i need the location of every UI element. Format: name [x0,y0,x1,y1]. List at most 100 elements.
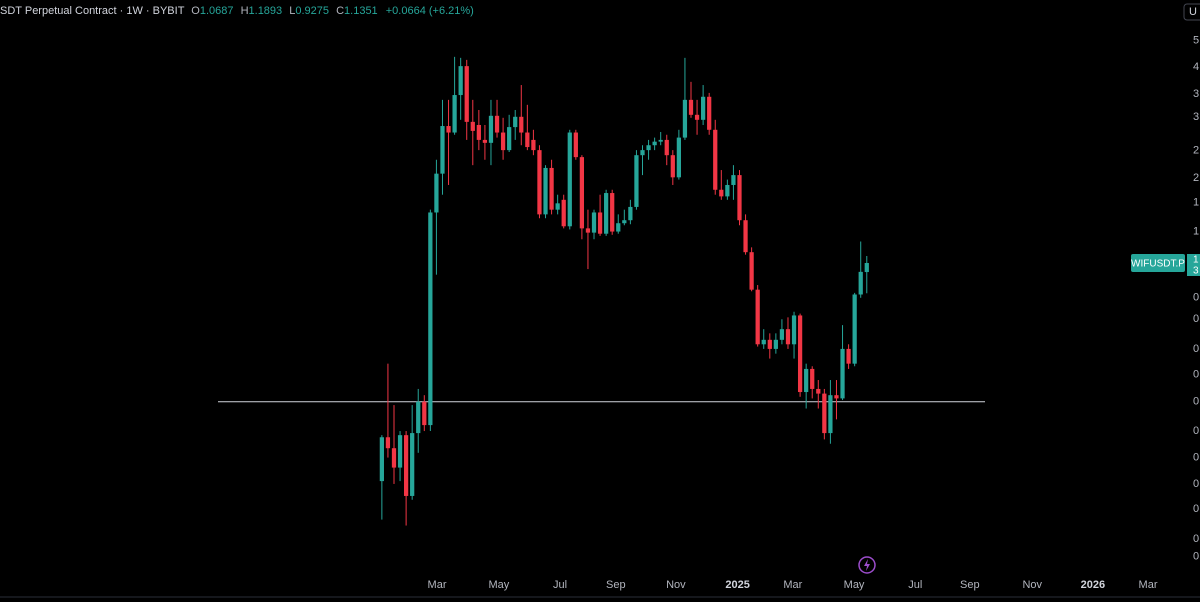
x-tick-label: Jul [553,579,567,591]
candle-body [519,116,524,133]
candle-body [579,157,585,229]
y-tick-label: 0 [1193,343,1199,355]
y-tick-label: 0 [1193,478,1199,490]
candle-body [604,193,609,234]
price-tag-box [1131,253,1185,272]
ohlc-label: H [240,5,249,17]
candle-body [646,145,651,151]
candle-body [779,329,785,340]
candle-body [628,206,633,221]
candle-body [597,212,603,234]
candle-body [494,115,500,133]
price-tag-price: 1 [1193,255,1199,266]
ohlc-label: O [191,5,200,17]
y-tick-label: 0 [1193,533,1199,545]
candle-body [858,271,863,295]
candle-body [452,95,457,133]
candle-body [549,167,554,210]
candle-body [616,223,621,232]
x-tick-label: Mar [1139,579,1158,591]
y-tick-label: 0 [1193,368,1199,380]
candle-body [507,127,512,151]
icon-bolt [864,559,870,571]
y-tick-label: 0 [1193,396,1199,408]
x-tick-label: Nov [1022,579,1042,591]
candle-body [610,193,615,232]
legend-header: SDT Perpetual Contract · 1W · BYBIT O1.0… [0,5,474,17]
candle-body [416,401,421,434]
candle-body [446,126,451,133]
x-tick-label: Mar [783,579,802,591]
candle-body [791,315,797,345]
candle-body [810,368,815,389]
candle-body [561,199,566,227]
candle-body [658,139,663,142]
candle-body [664,139,669,156]
candle-body [500,132,506,151]
x-tick-label: 2026 [1081,579,1105,591]
icon-ring [858,556,876,574]
candle-body [767,339,772,349]
candle-body [804,368,809,393]
candle-body [391,448,397,468]
candle-body [725,184,730,197]
candle-body [785,329,791,345]
candle-body [797,315,803,393]
candle-body [755,289,760,345]
y-tick-label: 0 [1193,551,1199,563]
candle-body [555,203,560,210]
candle-body [834,395,839,399]
x-tick-label: 2025 [725,579,749,591]
currency-button[interactable]: U [1183,3,1200,21]
ohlc-value: 1.1351 [344,5,378,17]
candle-body [410,433,415,496]
candle-body [434,173,439,213]
candle-body [852,294,857,364]
candle-body [688,99,694,115]
candle-body [379,437,384,482]
candle-body [713,129,718,190]
x-tick-label: Jul [908,579,922,591]
y-tick-label: 2 [1193,172,1199,184]
candle-body [567,132,572,227]
candle-body [470,121,475,131]
candle-body [828,395,833,434]
currency-button-box [1183,3,1200,21]
candle-body [670,155,675,178]
ohlc-value: 1.1893 [248,5,283,17]
price-tag-countdown: 3 [1193,266,1199,277]
candle-body [822,393,827,434]
candle-body [700,96,706,120]
shortcut-icon[interactable] [858,556,876,574]
candle-body [707,96,712,130]
candle-body [737,175,742,221]
candle-body [743,220,748,253]
y-tick-label: 0 [1193,292,1199,304]
candle-body [458,66,463,96]
candle-body [385,437,391,449]
ohlc-value: 0.9275 [295,5,330,17]
y-tick-label: 3 [1193,111,1199,123]
x-tick-label: Sep [960,579,980,591]
y-tick-label: 3 [1193,88,1199,100]
candle-body [440,126,445,174]
x-tick-label: Mar [428,579,447,591]
y-tick-label: 1 [1193,196,1199,208]
y-tick-label: 1 [1193,225,1199,237]
y-tick-label: 2 [1193,145,1199,157]
price-tag-symbol: WIFUSDT.P [1131,259,1185,270]
y-tick-label: 0 [1193,425,1199,437]
candle-body [694,114,700,120]
y-tick-label: 0 [1193,503,1199,515]
y-tick-label: 4 [1193,61,1199,73]
ohlc-label: L [289,5,296,17]
candle-body [864,262,869,273]
ohlc-label: C [336,5,345,17]
candle-body [676,137,681,178]
y-tick-label: 5 [1193,35,1199,47]
candle-body [428,212,433,426]
candle-body [731,175,736,185]
x-tick-label: Nov [666,579,686,591]
